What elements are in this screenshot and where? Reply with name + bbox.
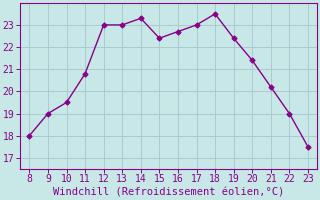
X-axis label: Windchill (Refroidissement éolien,°C): Windchill (Refroidissement éolien,°C) <box>53 187 284 197</box>
